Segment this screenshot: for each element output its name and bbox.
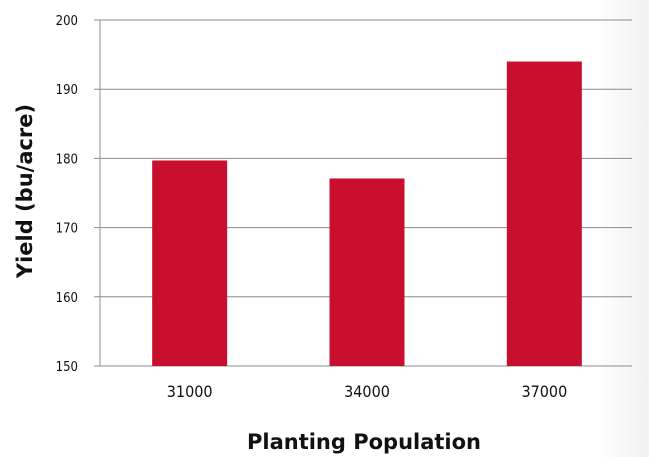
bar-37000 bbox=[506, 61, 582, 367]
y-tick-labels: 150 160 170 180 190 200 bbox=[56, 14, 78, 375]
x-tick-labels: 31000 34000 37000 bbox=[167, 382, 567, 401]
x-tick-label: 34000 bbox=[344, 382, 390, 401]
y-tick-label: 160 bbox=[56, 291, 78, 306]
bar-34000 bbox=[329, 178, 405, 366]
x-axis-title: Planting Population bbox=[247, 430, 481, 454]
x-tick-label: 37000 bbox=[521, 382, 567, 401]
y-tick-label: 150 bbox=[56, 360, 78, 375]
bar-31000 bbox=[152, 160, 228, 366]
x-tick-label: 31000 bbox=[167, 382, 213, 401]
y-tick-label: 180 bbox=[56, 152, 78, 167]
y-axis-title: Yield (bu/acre) bbox=[13, 104, 37, 279]
y-tick-label: 200 bbox=[56, 14, 78, 29]
y-tick-label: 170 bbox=[56, 222, 78, 237]
bars bbox=[152, 61, 582, 367]
y-tick-label: 190 bbox=[56, 83, 78, 98]
